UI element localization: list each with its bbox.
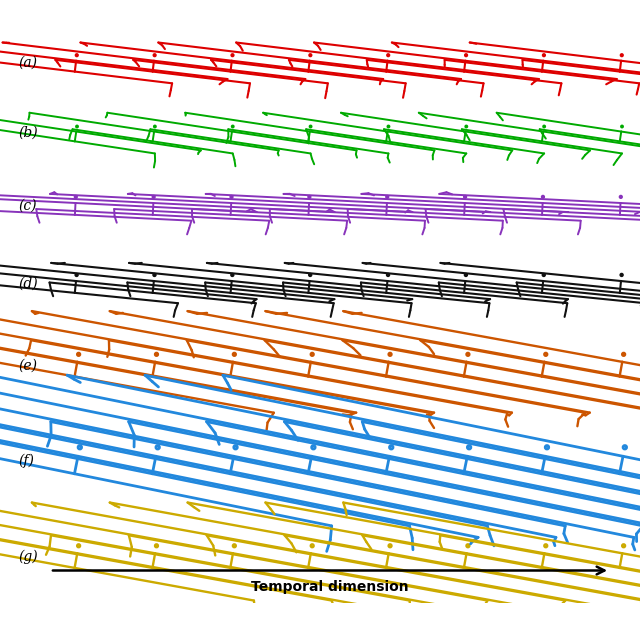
Text: (a): (a)	[18, 56, 37, 70]
Text: (c): (c)	[18, 198, 36, 212]
Text: (f): (f)	[18, 453, 34, 468]
Text: (b): (b)	[18, 126, 38, 140]
Text: Temporal dimension: Temporal dimension	[251, 581, 409, 594]
Text: (g): (g)	[18, 550, 38, 564]
Text: (e): (e)	[18, 359, 37, 372]
Text: (d): (d)	[18, 276, 38, 290]
